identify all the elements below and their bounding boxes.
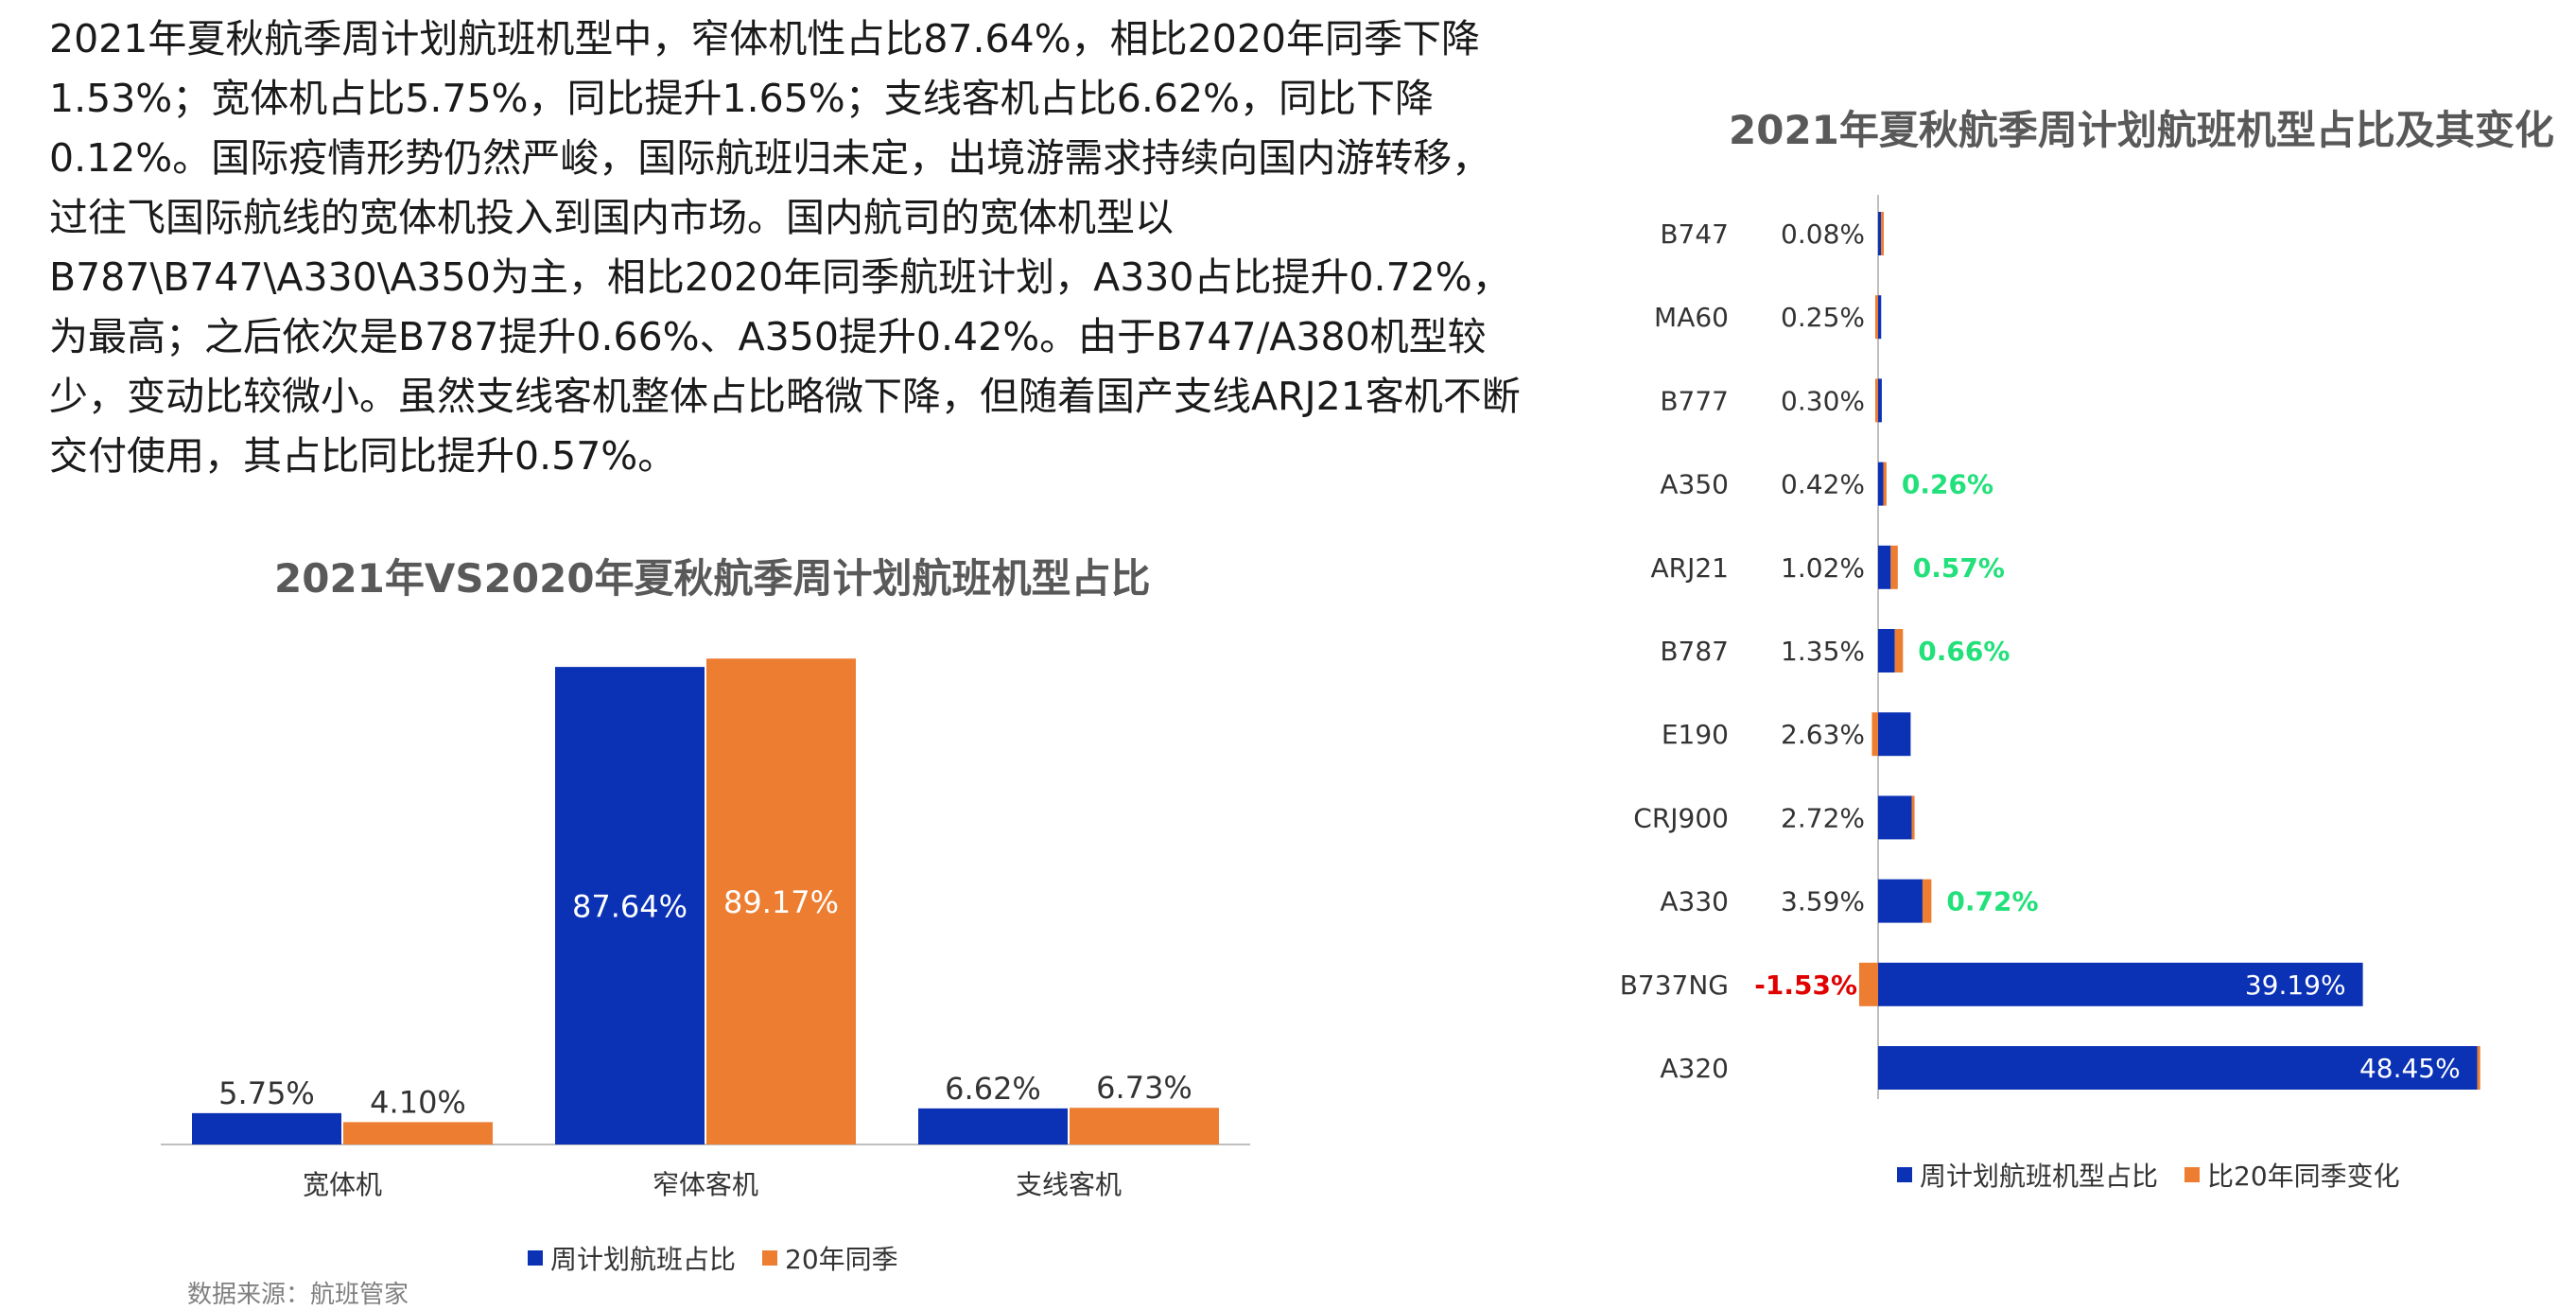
right-bar-change — [1894, 629, 1904, 672]
legend-swatch-orange — [2184, 1167, 2201, 1182]
left-bar — [343, 1122, 493, 1144]
right-bar-change — [1883, 462, 1887, 506]
right-bar-share — [1878, 295, 1882, 340]
legend-item-current: 周计划航班占比 — [528, 1239, 736, 1277]
right-share-data-label: 0.42% — [1781, 469, 1865, 500]
legend-label-current: 周计划航班占比 — [550, 1244, 737, 1275]
left-bar — [555, 667, 705, 1144]
right-share-data-label: 0.08% — [1781, 218, 1865, 250]
right-share-data-label: 0.30% — [1781, 385, 1865, 416]
right-bar-change — [1890, 545, 1898, 589]
left-category-label: 窄体客机 — [653, 1169, 758, 1200]
legend-swatch-blue — [1897, 1167, 1912, 1182]
right-category-label: CRJ900 — [1633, 802, 1729, 833]
left-category-label: 宽体机 — [303, 1169, 382, 1200]
right-change-data-label: 0.72% — [1946, 886, 2038, 917]
left-chart-title: 2021年VS2020年夏秋航季周计划航班机型占比 — [274, 555, 1151, 602]
right-category-label: E190 — [1662, 719, 1729, 750]
right-category-label: B747 — [1660, 218, 1729, 250]
legend-label-share: 周计划航班机型占比 — [1920, 1161, 2159, 1192]
left-bar-data-label: 4.10% — [370, 1084, 466, 1120]
left-chart-legend: 周计划航班占比 20年同季 — [528, 1239, 925, 1277]
right-share-data-label: 2.63% — [1781, 719, 1865, 750]
right-share-data-label: 3.59% — [1781, 886, 1865, 917]
right-bar-share — [1878, 795, 1912, 840]
left-bar — [706, 658, 856, 1144]
left-bar — [1070, 1108, 1219, 1144]
legend-swatch-blue — [528, 1250, 543, 1266]
right-bar-share — [1878, 962, 2363, 1006]
right-bar-share — [1878, 879, 1923, 923]
right-category-label: ARJ21 — [1651, 552, 1730, 584]
left-bar — [192, 1112, 341, 1144]
left-bar-data-label: 89.17% — [723, 884, 839, 920]
right-share-data-label: 1.35% — [1781, 636, 1865, 667]
right-bar-change — [1911, 795, 1915, 840]
legend-swatch-orange — [762, 1250, 778, 1266]
right-bar-change — [1858, 962, 1878, 1006]
right-chart-legend: 周计划航班机型占比 比20年同季变化 — [1897, 1156, 2427, 1194]
right-change-data-label: 0.66% — [1918, 636, 2010, 667]
left-bar — [918, 1108, 1068, 1144]
left-bar-data-label: 5.75% — [218, 1075, 315, 1111]
legend-label-last-year: 20年同季 — [785, 1244, 898, 1275]
right-change-data-label: 0.26% — [1902, 469, 1993, 500]
left-bar-data-label: 87.64% — [572, 889, 688, 925]
right-change-data-label: 0.57% — [1913, 552, 2005, 584]
legend-label-change: 比20年同季变化 — [2207, 1161, 2400, 1192]
right-category-label: B787 — [1660, 636, 1729, 667]
right-category-label: B777 — [1660, 385, 1729, 416]
right-category-label: A330 — [1660, 886, 1729, 917]
right-bar-change — [2477, 1046, 2480, 1090]
legend-item-change: 比20年同季变化 — [2184, 1156, 2400, 1194]
right-bar-share — [1878, 712, 1911, 757]
right-bar-change — [1875, 295, 1878, 340]
right-bar-share — [1878, 1046, 2478, 1090]
left-bar-data-label: 6.73% — [1096, 1070, 1192, 1106]
right-bar-change — [1871, 712, 1878, 757]
right-share-data-label: 39.19% — [2245, 969, 2346, 1001]
data-source-note: 数据来源：航班管家 — [187, 1281, 409, 1309]
right-bar-share — [1878, 462, 1884, 506]
right-bar-change — [1875, 378, 1878, 423]
left-bar-data-label: 6.62% — [945, 1071, 1041, 1107]
right-bar-share — [1878, 629, 1895, 672]
right-chart-title: 2021年夏秋航季周计划航班机型占比及其变化 — [1729, 107, 2554, 153]
right-share-data-label: 0.25% — [1781, 302, 1865, 333]
right-share-data-label: 48.45% — [2359, 1053, 2461, 1084]
right-bar-share — [1878, 212, 1881, 255]
right-category-label: A350 — [1660, 469, 1729, 500]
right-category-label: A320 — [1660, 1053, 1729, 1084]
right-bar-share — [1878, 378, 1882, 423]
right-bar-change — [1881, 212, 1884, 255]
right-category-label: B737NG — [1620, 969, 1729, 1001]
right-share-data-label: 2.72% — [1781, 802, 1865, 833]
right-change-data-label: -1.53% — [1754, 969, 1857, 1001]
right-bar-change — [1922, 879, 1932, 923]
legend-item-last-year: 20年同季 — [762, 1239, 898, 1277]
right-bar-share — [1878, 545, 1891, 589]
legend-item-share: 周计划航班机型占比 — [1897, 1156, 2158, 1194]
intro-paragraph: 2021年夏秋航季周计划航班机型中，窄体机性占比87.64%，相比2020年同季… — [49, 16, 1521, 479]
right-share-data-label: 1.02% — [1781, 552, 1865, 584]
right-category-label: MA60 — [1654, 302, 1729, 333]
left-category-label: 支线客机 — [1016, 1169, 1122, 1200]
